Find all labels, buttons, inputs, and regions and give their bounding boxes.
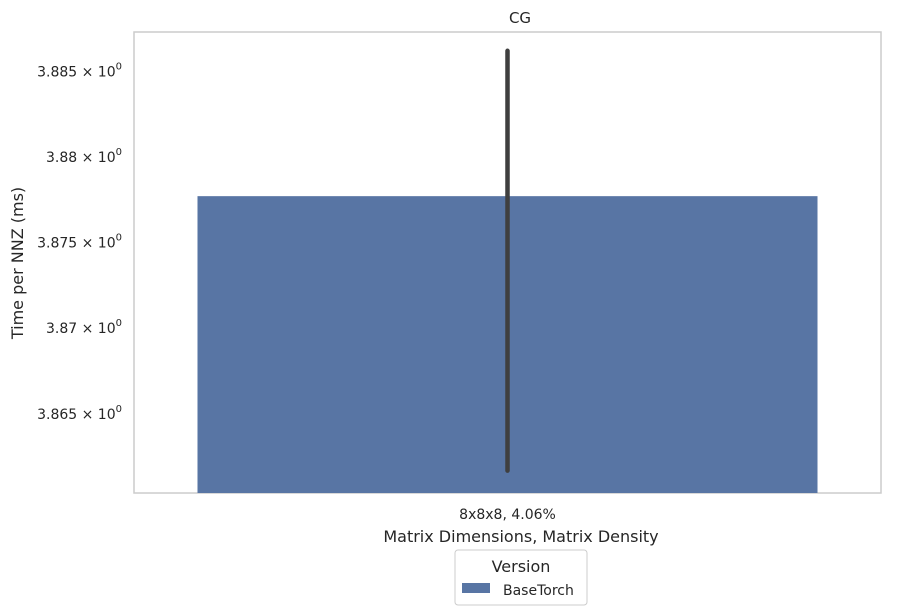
y-tick-label: 3.885 × 100 [37,61,122,80]
x-axis-label: Matrix Dimensions, Matrix Density [383,527,658,546]
legend-swatch-basetorch [462,583,490,593]
y-tick-label: 3.875 × 100 [37,232,122,251]
chart-title: CG [509,9,531,27]
y-axis-label: Time per NNZ (ms) [8,187,27,340]
legend-label-basetorch: BaseTorch [503,583,574,599]
y-tick-label: 3.88 × 100 [46,147,122,166]
y-tick-label: 3.87 × 100 [46,318,122,337]
x-tick-label: 8x8x8, 4.06% [459,507,556,523]
legend-title: Version [492,557,551,576]
x-tick-labels: 8x8x8, 4.06% [459,507,556,523]
y-tick-labels: 3.865 × 100 3.87 × 100 3.875 × 100 3.88 × 1… [37,61,122,423]
legend: Version BaseTorch [454,549,588,606]
y-tick-label: 3.865 × 100 [37,404,122,423]
